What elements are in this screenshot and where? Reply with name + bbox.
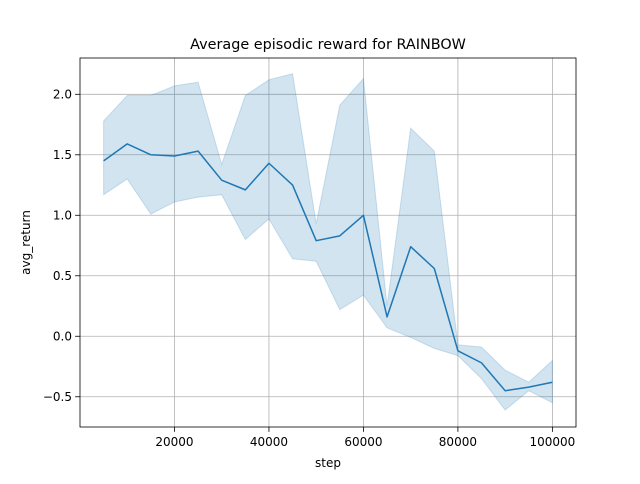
y-tick-label: 0.5: [53, 269, 72, 283]
y-tick-label: 2.0: [53, 88, 72, 102]
confidence-band: [104, 74, 553, 410]
y-tick-label: 0.0: [53, 330, 72, 344]
x-tick-label: 100000: [529, 435, 575, 449]
x-tick-label: 60000: [344, 435, 382, 449]
chart-title: Average episodic reward for RAINBOW: [190, 37, 466, 53]
y-tick-label: −0.5: [43, 390, 72, 404]
x-tick-label: 40000: [250, 435, 288, 449]
y-axis-ticks: −0.5 0.0 0.5 1.0 1.5 2.0: [43, 88, 80, 404]
y-axis-label: avg_return: [19, 210, 33, 275]
x-axis-ticks: 20000 40000 60000 80000 100000: [155, 427, 575, 449]
x-axis-label: step: [315, 456, 341, 470]
y-tick-label: 1.0: [53, 209, 72, 223]
x-tick-label: 20000: [155, 435, 193, 449]
x-tick-label: 80000: [439, 435, 477, 449]
confidence-band-area: [104, 74, 553, 410]
y-tick-label: 1.5: [53, 148, 72, 162]
